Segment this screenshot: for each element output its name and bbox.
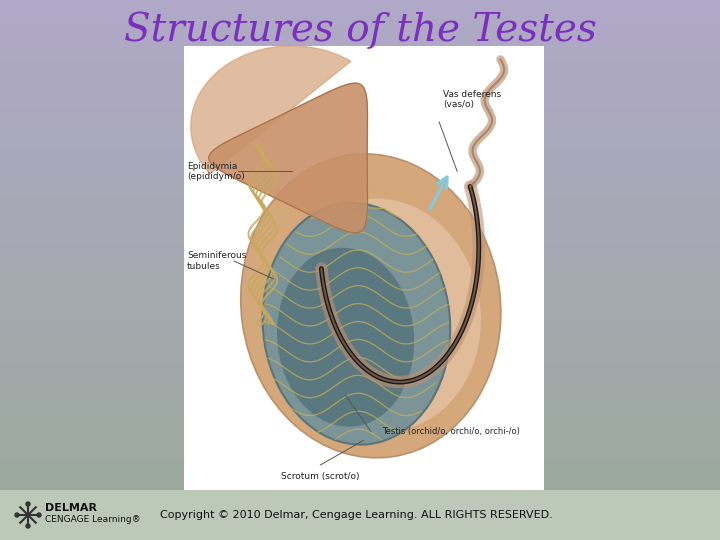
- Bar: [184, 46, 544, 494]
- Text: Vas deferens
(vas/o): Vas deferens (vas/o): [443, 90, 501, 110]
- Text: Seminiferous
tubules: Seminiferous tubules: [187, 251, 246, 271]
- Text: DELMAR: DELMAR: [45, 503, 97, 513]
- Ellipse shape: [263, 203, 450, 444]
- Text: Copyright © 2010 Delmar, Cengage Learning. ALL RIGHTS RESERVED.: Copyright © 2010 Delmar, Cengage Learnin…: [160, 510, 553, 520]
- Text: CENGAGE Learning®: CENGAGE Learning®: [45, 516, 140, 524]
- Polygon shape: [191, 46, 351, 174]
- Circle shape: [15, 513, 19, 517]
- Circle shape: [26, 524, 30, 528]
- Circle shape: [26, 502, 30, 506]
- Bar: [0, 490, 720, 540]
- Text: Epididymia
(epididym/o): Epididymia (epididym/o): [187, 161, 245, 181]
- Ellipse shape: [240, 154, 501, 458]
- Polygon shape: [209, 83, 367, 233]
- Circle shape: [37, 513, 41, 517]
- Ellipse shape: [282, 199, 481, 431]
- Text: Testis (orchid/o, orchi/o, orchi-/o): Testis (orchid/o, orchi/o, orchi-/o): [382, 427, 519, 436]
- Ellipse shape: [277, 248, 414, 427]
- Text: Scrotum (scrot/o): Scrotum (scrot/o): [281, 471, 360, 481]
- Text: Structures of the Testes: Structures of the Testes: [124, 11, 596, 49]
